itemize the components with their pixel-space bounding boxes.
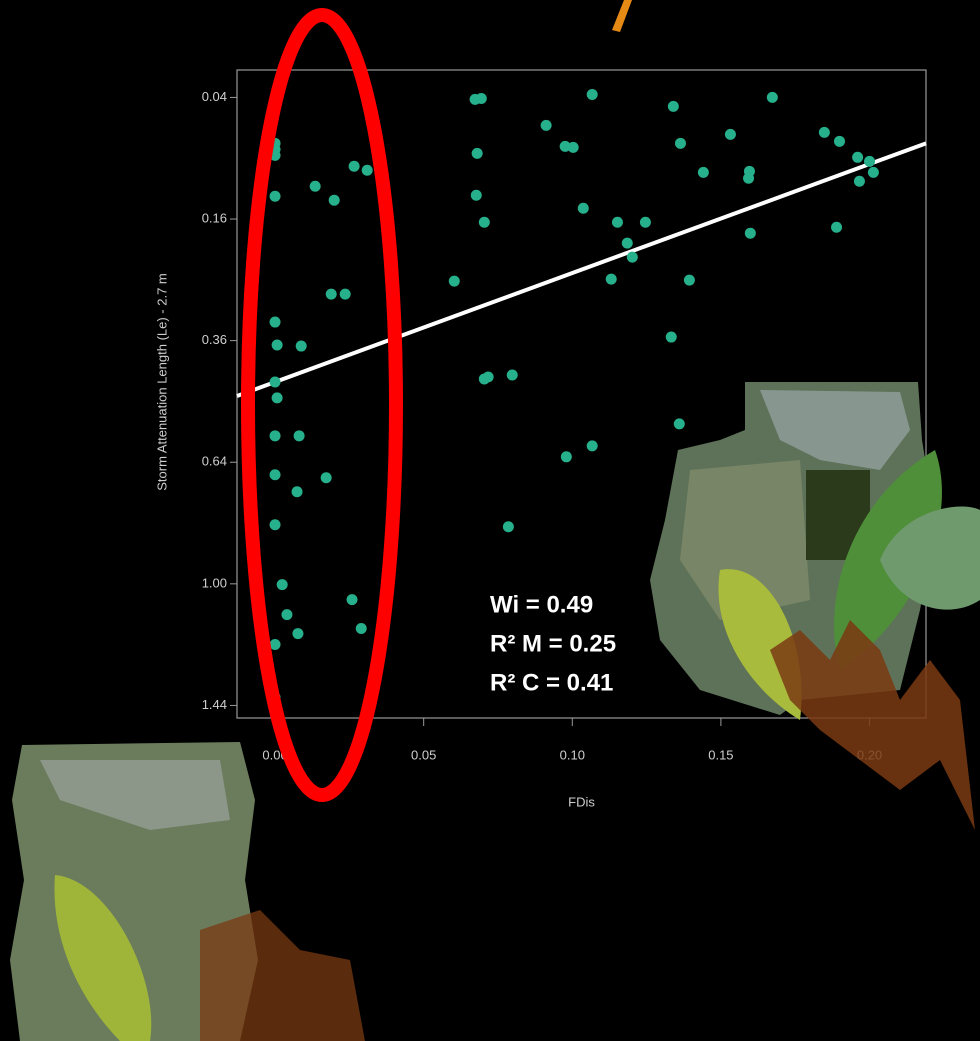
point: [622, 238, 633, 249]
point: [472, 148, 483, 159]
point: [852, 152, 863, 163]
point: [819, 127, 830, 138]
y-tick-label: 0.36: [202, 332, 227, 347]
point: [834, 136, 845, 147]
point: [745, 228, 756, 239]
point: [483, 371, 494, 382]
y-axis-label: Storm Attenuation Length (Le) - 2.7 m: [154, 273, 169, 491]
point: [349, 161, 360, 172]
point: [270, 519, 281, 530]
point: [272, 340, 283, 351]
point: [471, 190, 482, 201]
point: [561, 451, 572, 462]
y-tick-label: 1.44: [202, 697, 227, 712]
point: [340, 289, 351, 300]
point: [831, 222, 842, 233]
point: [277, 579, 288, 590]
point: [684, 275, 695, 286]
point: [272, 392, 283, 403]
point: [503, 521, 514, 532]
y-tick-label: 0.04: [202, 89, 227, 104]
point: [668, 101, 679, 112]
x-tick-label: 0.10: [560, 747, 585, 762]
point: [744, 166, 755, 177]
point: [326, 289, 337, 300]
point: [698, 167, 709, 178]
point: [725, 129, 736, 140]
point: [627, 252, 638, 263]
point: [270, 376, 281, 387]
point: [329, 195, 340, 206]
point: [310, 181, 321, 192]
point: [270, 317, 281, 328]
point: [362, 165, 373, 176]
point: [292, 486, 303, 497]
y-tick-label: 0.64: [202, 454, 227, 469]
point: [587, 440, 598, 451]
point: [296, 341, 307, 352]
y-tick-label: 1.00: [202, 575, 227, 590]
point: [321, 472, 332, 483]
point: [854, 176, 865, 187]
point: [675, 138, 686, 149]
point: [578, 203, 589, 214]
point: [356, 623, 367, 634]
y-tick-label: 0.16: [202, 210, 227, 225]
point: [612, 217, 623, 228]
point: [674, 418, 685, 429]
point: [568, 142, 579, 153]
annotation: R² C = 0.41: [490, 669, 613, 696]
point: [476, 93, 487, 104]
point: [864, 156, 875, 167]
point: [868, 167, 879, 178]
x-tick-label: 0.05: [411, 747, 436, 762]
point: [270, 191, 281, 202]
point: [449, 276, 460, 287]
point: [541, 120, 552, 131]
point: [640, 217, 651, 228]
point: [292, 628, 303, 639]
point: [294, 430, 305, 441]
point: [270, 430, 281, 441]
point: [767, 92, 778, 103]
x-axis-label: FDis: [568, 794, 595, 809]
point: [281, 609, 292, 620]
point: [507, 369, 518, 380]
point: [270, 469, 281, 480]
point: [347, 594, 358, 605]
point: [666, 332, 677, 343]
annotation: R² M = 0.25: [490, 630, 616, 657]
point: [479, 217, 490, 228]
slide: 0.040.160.360.641.001.440.000.050.100.15…: [0, 0, 980, 1041]
point: [587, 89, 598, 100]
x-tick-label: 0.15: [708, 747, 733, 762]
point: [606, 274, 617, 285]
annotation: Wi = 0.49: [490, 591, 593, 618]
